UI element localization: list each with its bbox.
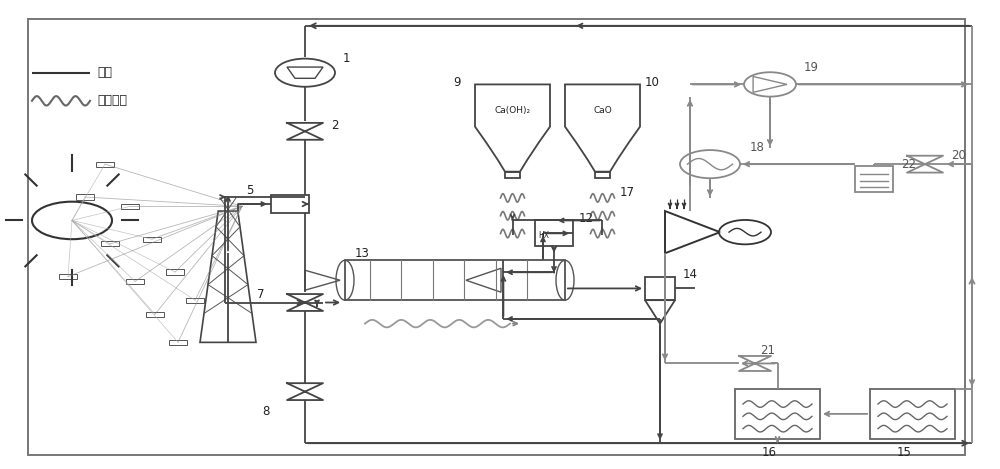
Text: 5: 5 (246, 184, 253, 197)
Text: 14: 14 (683, 268, 698, 281)
Text: 17: 17 (620, 186, 635, 199)
Text: 22: 22 (901, 158, 916, 171)
Bar (870, 389, 955, 439)
Text: 16: 16 (762, 446, 776, 459)
Bar (535, 220, 573, 246)
Text: 19: 19 (804, 61, 819, 74)
Bar (126, 279, 144, 284)
Text: 18: 18 (750, 141, 765, 154)
Bar (96, 161, 114, 166)
Bar (143, 237, 161, 242)
Text: 21: 21 (760, 344, 775, 357)
Text: 8: 8 (262, 405, 269, 418)
Text: HX: HX (538, 231, 549, 240)
Bar (166, 269, 184, 275)
Bar (121, 204, 139, 209)
Bar (735, 389, 820, 439)
Bar (59, 274, 77, 280)
Text: Ca(OH)₂: Ca(OH)₂ (494, 106, 531, 115)
Text: CaO: CaO (593, 106, 612, 115)
Bar (271, 195, 309, 213)
Bar (505, 172, 520, 178)
Bar (855, 166, 893, 192)
Bar (76, 195, 94, 200)
Bar (595, 172, 610, 178)
Text: 13: 13 (355, 247, 370, 260)
Text: 螺旋送料: 螺旋送料 (97, 94, 127, 107)
Text: 1: 1 (343, 52, 351, 65)
Bar (345, 260, 565, 300)
Text: 9: 9 (453, 76, 460, 89)
Text: 储能: 储能 (97, 66, 112, 79)
Bar (186, 298, 204, 303)
Text: 10: 10 (645, 76, 660, 89)
Text: 12: 12 (579, 212, 594, 225)
Text: 15: 15 (897, 446, 911, 459)
Text: 7: 7 (257, 287, 264, 301)
Text: 20: 20 (951, 149, 966, 162)
Bar (645, 277, 675, 300)
Bar (169, 340, 187, 345)
Bar (101, 242, 119, 247)
Text: 2: 2 (331, 119, 338, 132)
Bar (146, 312, 164, 317)
